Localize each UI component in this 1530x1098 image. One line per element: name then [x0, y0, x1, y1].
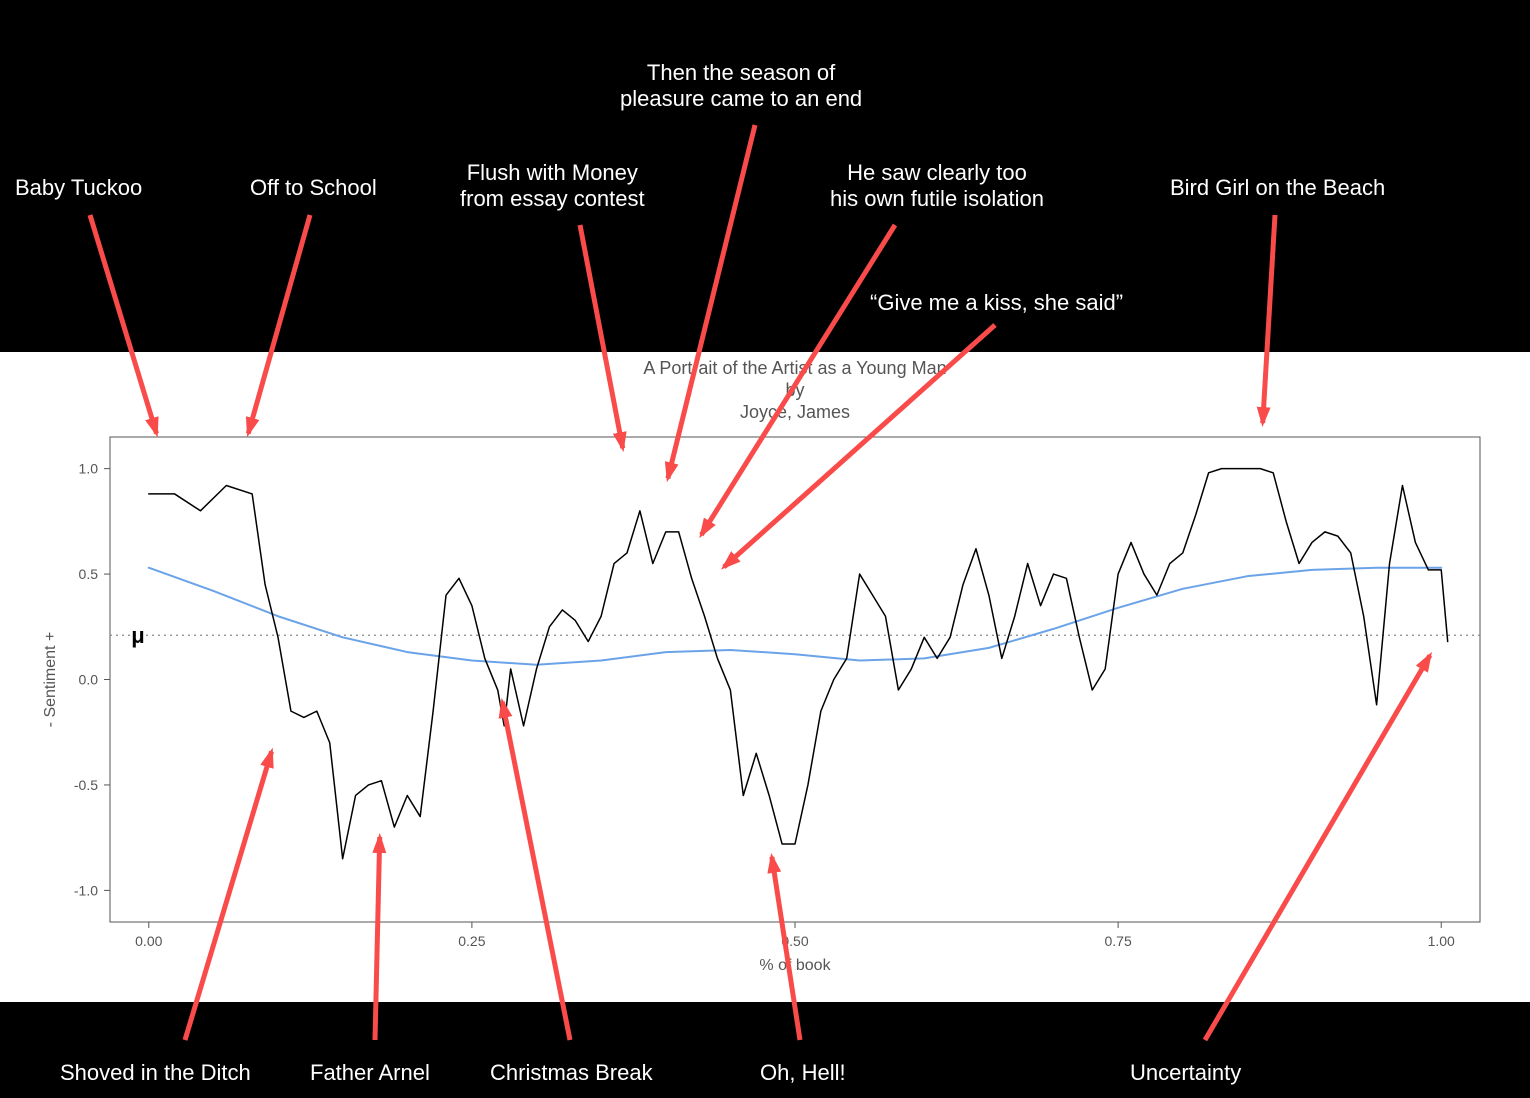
trend-line: [149, 568, 1441, 665]
x-axis-label: % of book: [759, 957, 831, 974]
y-tick-label: 0.5: [79, 566, 99, 582]
chart-title-line: A Portrait of the Artist as a Young Man: [643, 358, 946, 378]
mu-label: μ: [131, 623, 144, 648]
annotation-arrow-season-pleasure: [668, 125, 755, 478]
annotation-arrow-shoved-ditch: [185, 751, 272, 1040]
annotation-arrow-baby-tuckoo: [90, 215, 157, 434]
sentiment-line: [149, 469, 1448, 859]
y-tick-label: -1.0: [74, 882, 98, 898]
y-tick-label: -0.5: [74, 777, 98, 793]
annotation-arrow-bird-girl: [1263, 215, 1275, 423]
x-tick-label: 0.75: [1104, 933, 1131, 949]
y-axis-label: - Sentiment +: [42, 632, 59, 728]
annotation-arrow-uncertainty: [1205, 655, 1430, 1040]
y-tick-label: 0.0: [79, 672, 99, 688]
x-tick-label: 0.00: [135, 933, 162, 949]
x-tick-label: 0.25: [458, 933, 485, 949]
chart-svg: A Portrait of the Artist as a Young Manb…: [0, 0, 1530, 1098]
annotation-arrow-christmas-break: [502, 702, 570, 1040]
annotation-arrow-off-to-school: [248, 215, 310, 433]
x-tick-label: 1.00: [1428, 933, 1455, 949]
annotation-arrow-futile-isolation: [701, 225, 895, 535]
y-tick-label: 1.0: [79, 461, 99, 477]
chart-title-line: Joyce, James: [740, 402, 850, 422]
plot-frame: [110, 437, 1480, 922]
annotation-arrow-father-arnel: [375, 837, 380, 1040]
annotation-arrow-flush-money: [580, 225, 623, 448]
